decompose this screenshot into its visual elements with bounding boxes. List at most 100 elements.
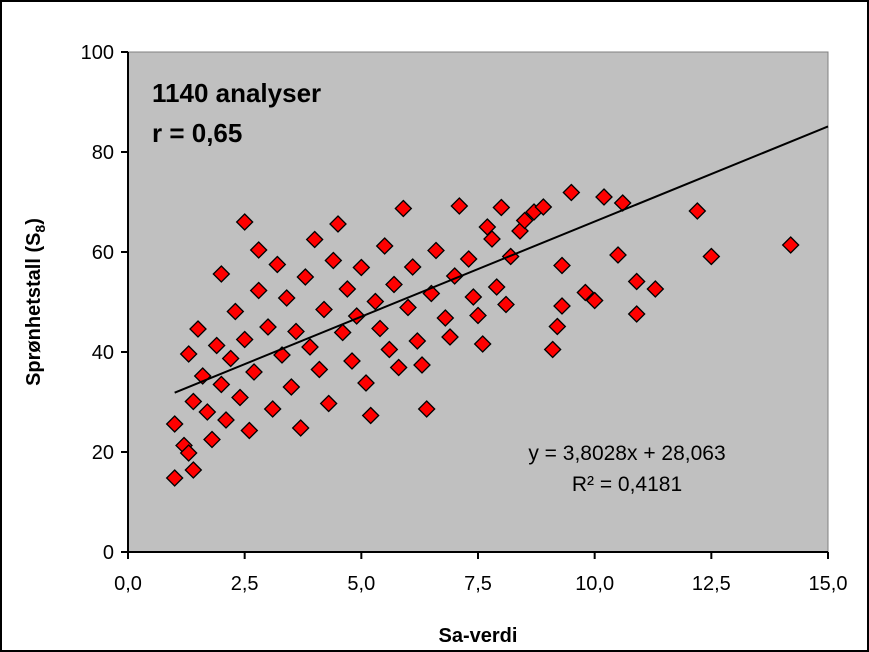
data-point [235,330,254,349]
data-point [296,268,315,286]
data-point [287,322,305,341]
data-point [469,306,487,325]
data-point [464,288,483,306]
data-point [394,199,413,218]
data-point [389,358,408,377]
data-point [427,241,445,260]
y-tick-label: 60 [92,242,114,264]
y-axis-title-subscript: 8 [32,225,48,233]
data-point [403,258,422,276]
data-point [226,302,245,321]
data-point [627,305,646,323]
data-point [245,363,263,381]
x-tick-label: 5,0 [347,573,375,595]
y-tick-label: 40 [92,342,114,364]
data-point [184,461,203,479]
data-point [781,236,800,254]
data-point [184,392,203,411]
y-axis-title-close: ) [23,218,45,225]
data-point [221,349,240,368]
data-point [179,444,198,462]
y-tick-label: 0 [103,542,114,564]
correlation-label: r = 0,65 [152,118,242,148]
data-point [417,400,436,418]
y-axis-ticks: 0 20 40 60 80 100 [81,42,128,564]
data-point [282,378,301,396]
y-axis-title: Sprønhetstall (S8) [23,218,48,386]
data-point [688,202,707,220]
data-point [315,300,333,319]
y-tick-label: 100 [81,42,114,64]
data-point [203,430,221,449]
data-point [212,375,231,394]
data-point [338,280,357,298]
data-point [576,283,595,302]
data-point [319,394,338,413]
sample-count-label: 1140 analyser [152,78,321,108]
data-point [310,360,329,379]
data-point [585,291,604,310]
x-tick-label: 7,5 [464,573,492,595]
data-point [702,247,721,266]
data-point [408,332,427,350]
data-point [562,183,581,202]
data-point [459,250,478,268]
data-point [212,265,231,283]
data-point [366,292,385,311]
data-point [291,419,310,437]
data-point [249,241,268,259]
data-point [333,323,352,342]
plot-area [127,51,829,553]
data-point [165,415,184,433]
y-axis-title-main: Sprønhetstall (S [23,233,45,386]
data-point [249,281,268,300]
data-point [595,188,613,206]
x-tick-label: 2,5 [231,573,259,595]
data-point [305,230,324,249]
data-point [385,275,403,294]
data-point [165,469,184,487]
data-point [646,280,665,298]
data-point [207,336,226,355]
data-point [375,237,394,255]
data-point [483,230,501,248]
data-point [217,411,235,429]
data-point [240,421,259,440]
data-point [357,374,375,392]
x-tick-label: 12,5 [692,573,731,595]
regression-equation: y = 3,8028x + 28,063 [528,442,725,465]
y-tick-label: 20 [92,442,114,464]
data-point [329,215,347,233]
data-point [413,356,431,374]
data-point [492,198,511,217]
x-tick-label: 0,0 [114,573,142,595]
data-point [371,319,389,338]
r-squared-label: R² = 0,4181 [572,473,682,496]
data-point [189,320,207,338]
data-point [553,256,571,275]
data-point [441,328,459,346]
x-tick-label: 10,0 [575,573,614,595]
data-point [179,345,198,363]
data-point [487,278,506,296]
data-point [301,338,319,356]
data-point [627,272,646,291]
trend-line [174,125,829,394]
x-axis-ticks: 0,0 2,5 5,0 7,5 10,0 12,5 15,0 [114,552,847,595]
data-point [343,352,361,370]
data-point [324,251,343,270]
data-point [352,258,371,277]
data-point [609,246,627,264]
data-point [263,400,282,418]
marker-group [165,183,800,487]
x-tick-label: 15,0 [809,573,848,595]
data-point [436,309,455,327]
data-point [543,340,562,359]
data-point [235,213,254,231]
data-point [515,211,534,230]
data-point [399,298,417,317]
data-point [259,318,277,336]
data-point [450,197,469,215]
